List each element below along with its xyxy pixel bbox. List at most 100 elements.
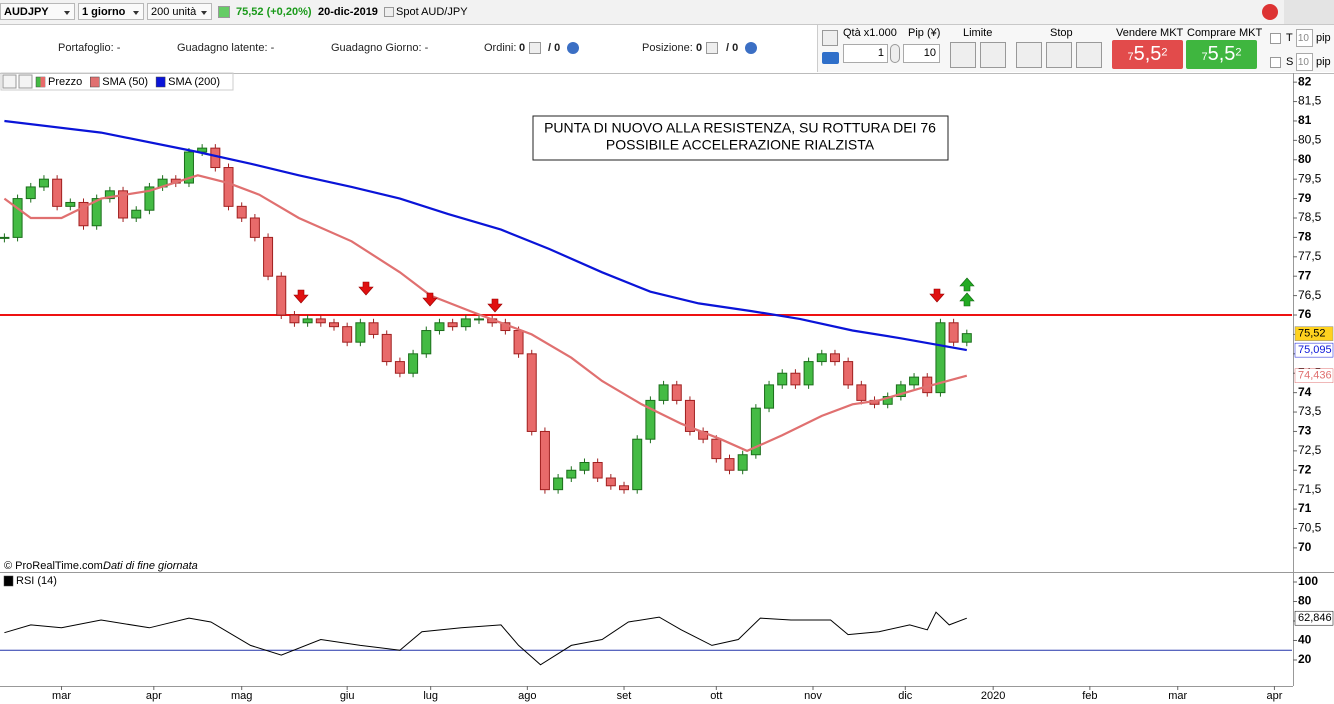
stop-3[interactable] [1076, 42, 1102, 68]
candle [144, 186, 155, 211]
legend-label: SMA (50) [102, 76, 148, 88]
candle [328, 322, 339, 328]
stop-2[interactable] [1046, 42, 1072, 68]
last-value-label: 74,436 [1298, 370, 1332, 382]
unrealized-gain: Guadagno latente: - [177, 42, 275, 54]
candle [210, 147, 221, 169]
candle [78, 201, 89, 227]
sell-arrow [422, 292, 438, 307]
t-check[interactable] [1270, 33, 1281, 44]
candle [236, 205, 247, 219]
app-icon[interactable] [1262, 4, 1278, 20]
candle [355, 322, 366, 343]
s-check[interactable] [1270, 57, 1281, 68]
y-tick-label: 78,5 [1298, 210, 1322, 224]
y-tick-label: 79 [1298, 191, 1312, 205]
stop-label: Stop [1050, 27, 1073, 39]
buy-button[interactable]: 75,52 [1186, 40, 1257, 69]
candle [961, 333, 972, 343]
y-tick-label: 73 [1298, 424, 1312, 438]
last-value-box [1294, 326, 1334, 341]
candle [605, 477, 616, 487]
last-value-box [1294, 342, 1334, 358]
position-label: Posizione: [642, 42, 693, 54]
candle [0, 236, 10, 239]
candle [526, 353, 537, 432]
limit-sell[interactable] [980, 42, 1006, 68]
edit-icon[interactable] [822, 30, 838, 46]
stop-1[interactable] [1016, 42, 1042, 68]
candle [249, 217, 260, 238]
candle [553, 477, 564, 491]
link-icon[interactable] [890, 44, 900, 63]
candle [276, 275, 287, 316]
candle [829, 353, 840, 363]
x-tick-label: mar [1168, 690, 1187, 702]
candle [38, 178, 49, 188]
candle [104, 190, 115, 200]
buy-small: 7 [1201, 51, 1208, 63]
last-value-label: 75,095 [1298, 344, 1332, 356]
position-gear[interactable] [745, 42, 757, 54]
candle [658, 384, 669, 401]
x-tick-label: nov [804, 690, 822, 702]
keyboard-icon[interactable] [822, 52, 839, 64]
qty-input[interactable]: 1 [843, 44, 888, 63]
y-tick-label: 70,5 [1298, 521, 1322, 535]
sell-arrow [929, 288, 945, 303]
sell-button[interactable]: 75,52 [1112, 40, 1183, 69]
window-controls[interactable] [1284, 0, 1334, 24]
candle [539, 430, 550, 491]
y-tick-label: 71 [1298, 501, 1312, 515]
quote: 75,52 (+0,20%) [236, 6, 312, 18]
sell-arrow [293, 289, 309, 304]
x-tick-label: set [617, 690, 632, 702]
annotation-box [532, 115, 949, 161]
s-pip[interactable]: 10 [1296, 53, 1313, 71]
candle [289, 314, 300, 324]
candle [394, 361, 405, 374]
sell-arrow [487, 298, 503, 313]
candle [803, 361, 814, 386]
orders-gear[interactable] [567, 42, 579, 54]
y-tick-label: 76,5 [1298, 288, 1322, 302]
candle [882, 396, 893, 405]
instrument-icon [384, 7, 394, 17]
pip-input[interactable]: 10 [903, 44, 940, 63]
t-pip[interactable]: 10 [1296, 29, 1313, 47]
candle [790, 372, 801, 386]
buy-arrow [959, 277, 975, 292]
candle [381, 333, 392, 363]
y-tick-label: 71,5 [1298, 482, 1322, 496]
candle [118, 190, 129, 219]
last-value-label: 62,846 [1298, 612, 1332, 624]
series-line [3, 174, 968, 453]
sell-arrow [358, 281, 374, 296]
candle [711, 438, 722, 460]
candle [777, 372, 788, 386]
y-tick-label: 81 [1298, 113, 1312, 127]
units-select[interactable]: 200 unità [147, 3, 212, 20]
x-tick-label: lug [423, 690, 438, 702]
y-tick-label: 79,5 [1298, 171, 1322, 185]
symbol-select[interactable]: AUDJPY [0, 3, 75, 20]
buy-arrow [959, 292, 975, 307]
legend-label: SMA (200) [168, 76, 220, 88]
candle [474, 318, 485, 321]
candle [183, 151, 194, 184]
limit-buy[interactable] [950, 42, 976, 68]
position: 0 [696, 42, 703, 54]
annotation-line: PUNTA DI NUOVO ALLA RESISTENZA, SU ROTTU… [544, 120, 936, 136]
candle [65, 201, 76, 207]
position-icon[interactable] [706, 42, 718, 54]
y-tick-label: 78 [1298, 230, 1312, 244]
candle [460, 318, 471, 328]
orders-icon[interactable] [529, 42, 541, 54]
candle [434, 322, 445, 332]
legend-swatch [40, 77, 45, 87]
candle [684, 399, 695, 432]
period-select[interactable]: 1 giorno [78, 3, 144, 20]
y-tick-label: 76 [1298, 307, 1312, 321]
candle [816, 353, 827, 363]
y-tick-label: 72 [1298, 462, 1312, 476]
